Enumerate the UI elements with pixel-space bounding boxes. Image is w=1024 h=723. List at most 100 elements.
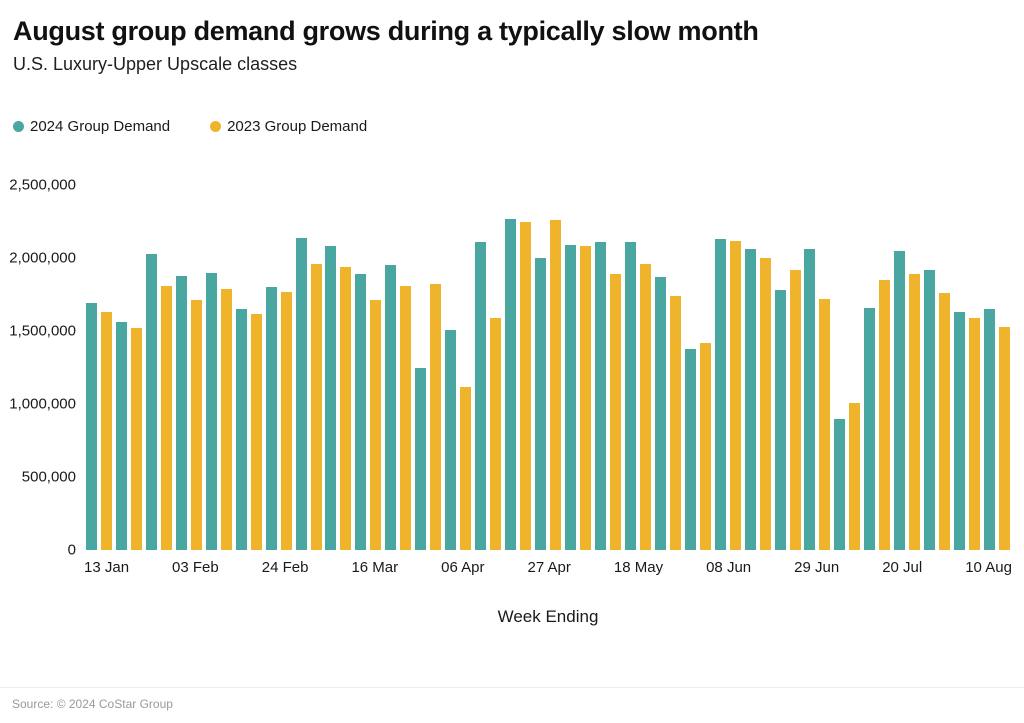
plot-area bbox=[84, 185, 1012, 551]
x-tick-label bbox=[308, 559, 330, 576]
x-tick-label: 16 Mar bbox=[351, 559, 399, 577]
bar-pair bbox=[174, 185, 204, 551]
x-tick-label: 24 Feb bbox=[261, 559, 309, 577]
y-tick-label: 0 bbox=[67, 541, 76, 559]
bar-2023 bbox=[460, 386, 472, 551]
legend-label-2024: 2024 Group Demand bbox=[30, 117, 171, 135]
x-tick-label bbox=[485, 559, 507, 576]
bar-pair bbox=[503, 185, 533, 551]
bar-pair bbox=[982, 185, 1012, 551]
bar-2023 bbox=[939, 293, 951, 551]
bar-2023 bbox=[490, 317, 502, 551]
chart-title: August group demand grows during a typic… bbox=[13, 16, 759, 46]
bar-2023 bbox=[430, 284, 442, 551]
bar-2024 bbox=[385, 265, 397, 551]
bar-pair bbox=[443, 185, 473, 551]
bar-2023 bbox=[190, 300, 202, 551]
x-tick-label: 06 Apr bbox=[441, 559, 485, 577]
bar-2024 bbox=[564, 244, 576, 551]
bar-2024 bbox=[834, 418, 846, 551]
bar-2024 bbox=[774, 290, 786, 551]
x-tick-label: 27 Apr bbox=[527, 559, 571, 577]
bar-pair bbox=[832, 185, 862, 551]
bar-2023 bbox=[999, 326, 1011, 551]
bar-2024 bbox=[804, 249, 816, 551]
bar-2024 bbox=[475, 241, 487, 551]
bar-2024 bbox=[954, 312, 966, 551]
bar-pair bbox=[743, 185, 773, 551]
bar-2024 bbox=[864, 307, 876, 551]
bar-pair bbox=[144, 185, 174, 551]
bar-2024 bbox=[265, 287, 277, 551]
bar-chart: 0 500,000 1,000,000 1,500,000 2,000,000 2,500… bbox=[0, 177, 1024, 577]
bar-pair bbox=[324, 185, 354, 551]
bar-2024 bbox=[445, 329, 457, 551]
x-tick-label bbox=[219, 559, 241, 576]
bar-2024 bbox=[85, 303, 97, 551]
x-tick-label bbox=[592, 559, 614, 576]
bar-2023 bbox=[609, 274, 621, 551]
bar-2023 bbox=[220, 288, 232, 551]
bar-2024 bbox=[235, 309, 247, 551]
bar-pair bbox=[803, 185, 833, 551]
y-tick-label: 1,500,000 bbox=[9, 322, 76, 340]
bar-2023 bbox=[879, 279, 891, 551]
legend-item-2024: 2024 Group Demand bbox=[13, 118, 170, 135]
bar-pair bbox=[294, 185, 324, 551]
x-tick-label bbox=[506, 559, 528, 576]
bar-pair bbox=[473, 185, 503, 551]
bar-2023 bbox=[550, 220, 562, 551]
x-tick-label bbox=[663, 559, 685, 576]
y-tick-label: 2,000,000 bbox=[9, 249, 76, 267]
bar-2024 bbox=[505, 218, 517, 551]
bar-2023 bbox=[310, 263, 322, 551]
bar-2023 bbox=[699, 342, 711, 551]
bar-pair bbox=[623, 185, 653, 551]
bar-pair bbox=[952, 185, 982, 551]
bar-pair bbox=[862, 185, 892, 551]
source-credit: Source: © 2024 CoStar Group bbox=[0, 687, 1024, 723]
bar-2024 bbox=[744, 249, 756, 551]
bar-2023 bbox=[280, 291, 292, 551]
bar-pair bbox=[234, 185, 264, 551]
y-tick-label: 500,000 bbox=[21, 468, 76, 486]
x-tick-label: 10 Aug bbox=[965, 559, 1012, 577]
y-tick-label: 1,000,000 bbox=[9, 395, 76, 413]
bar-2023 bbox=[520, 221, 532, 551]
x-tick-label bbox=[129, 559, 151, 576]
bar-pair bbox=[264, 185, 294, 551]
x-tick-label bbox=[151, 559, 173, 576]
bar-2024 bbox=[115, 322, 127, 551]
legend-label-2023: 2023 Group Demand bbox=[227, 117, 368, 135]
bar-2023 bbox=[789, 269, 801, 551]
x-tick-label bbox=[751, 559, 773, 576]
x-tick-label bbox=[398, 559, 420, 576]
bar-2024 bbox=[295, 237, 307, 551]
bar-pair bbox=[84, 185, 114, 551]
bar-2023 bbox=[100, 312, 112, 551]
bar-2024 bbox=[984, 309, 996, 551]
bar-2023 bbox=[819, 298, 831, 551]
bar-pair bbox=[114, 185, 144, 551]
bar-pair bbox=[563, 185, 593, 551]
bar-2024 bbox=[684, 348, 696, 551]
bar-pair bbox=[773, 185, 803, 551]
bar-pair bbox=[683, 185, 713, 551]
bar-pair bbox=[353, 185, 383, 551]
bar-2024 bbox=[145, 253, 157, 551]
bar-pair bbox=[413, 185, 443, 551]
bar-2023 bbox=[909, 274, 921, 551]
x-tick-label: 29 Jun bbox=[794, 559, 840, 577]
bar-2024 bbox=[894, 250, 906, 551]
x-tick-label: 03 Feb bbox=[172, 559, 219, 577]
bar-2023 bbox=[639, 263, 651, 551]
legend-item-2023: 2023 Group Demand bbox=[210, 118, 367, 135]
bar-pair bbox=[653, 185, 683, 551]
bar-pair bbox=[922, 185, 952, 551]
legend: 2024 Group Demand 2023 Group Demand bbox=[13, 117, 1024, 135]
bar-2023 bbox=[579, 246, 591, 551]
bar-2023 bbox=[669, 296, 681, 551]
x-axis: 13 Jan 03 Feb 24 Feb 16 Mar 06 Apr 27 Apr 18 M… bbox=[84, 559, 1012, 576]
chart-subtitle: U.S. Luxury-Upper Upscale classes bbox=[13, 54, 298, 75]
bar-2024 bbox=[355, 274, 367, 551]
